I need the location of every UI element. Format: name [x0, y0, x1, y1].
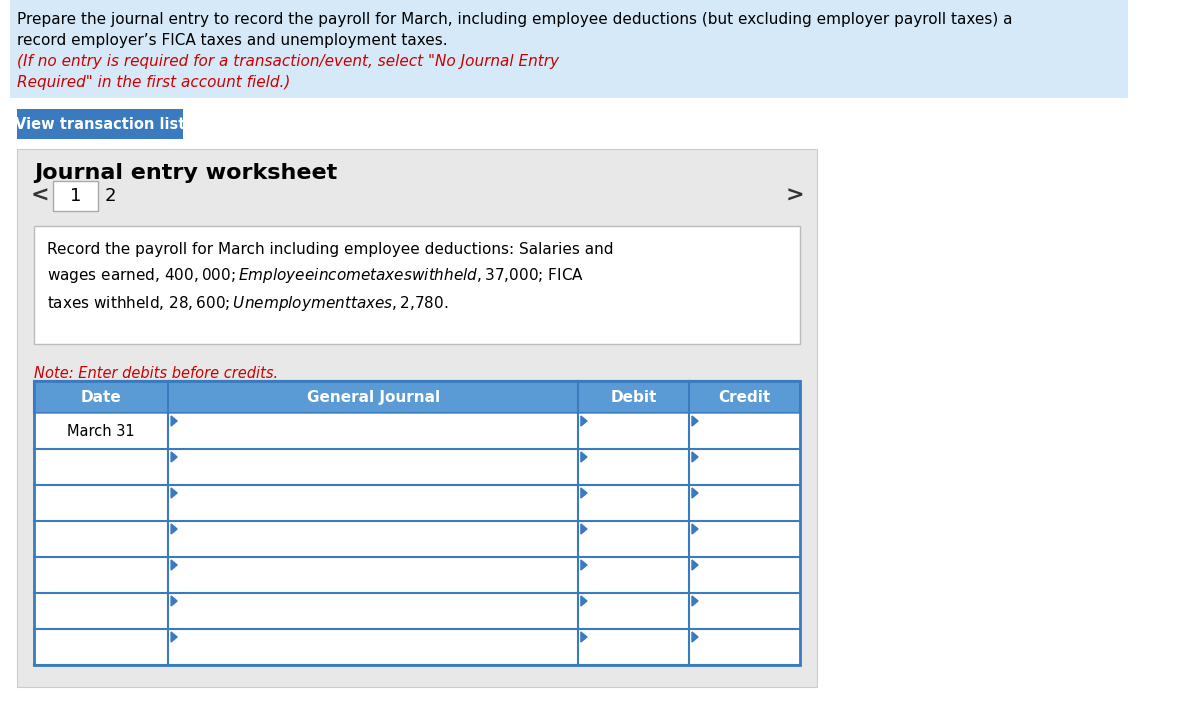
Polygon shape — [172, 560, 178, 570]
FancyBboxPatch shape — [35, 593, 800, 629]
Text: Prepare the journal entry to record the payroll for March, including employee de: Prepare the journal entry to record the … — [18, 12, 1013, 27]
Text: 1: 1 — [70, 187, 80, 205]
Polygon shape — [581, 488, 587, 498]
Polygon shape — [692, 560, 698, 570]
Polygon shape — [172, 488, 178, 498]
FancyBboxPatch shape — [18, 109, 184, 139]
FancyBboxPatch shape — [35, 226, 800, 344]
Polygon shape — [692, 524, 698, 534]
FancyBboxPatch shape — [35, 521, 800, 557]
Text: Note: Enter debits before credits.: Note: Enter debits before credits. — [35, 366, 278, 381]
Text: 2: 2 — [104, 187, 116, 205]
Text: March 31: March 31 — [67, 423, 136, 438]
FancyBboxPatch shape — [18, 149, 817, 687]
Polygon shape — [581, 632, 587, 642]
Polygon shape — [581, 452, 587, 462]
Polygon shape — [172, 632, 178, 642]
Polygon shape — [692, 488, 698, 498]
FancyBboxPatch shape — [35, 557, 800, 593]
Polygon shape — [692, 452, 698, 462]
Text: Date: Date — [80, 390, 121, 405]
Polygon shape — [581, 560, 587, 570]
Text: <: < — [30, 186, 49, 206]
Polygon shape — [581, 416, 587, 426]
Text: Journal entry worksheet: Journal entry worksheet — [35, 163, 337, 183]
Polygon shape — [581, 596, 587, 606]
Text: Required" in the first account field.): Required" in the first account field.) — [18, 75, 290, 90]
Polygon shape — [581, 524, 587, 534]
FancyBboxPatch shape — [35, 449, 800, 485]
Polygon shape — [172, 524, 178, 534]
Polygon shape — [172, 596, 178, 606]
Polygon shape — [692, 596, 698, 606]
FancyBboxPatch shape — [10, 0, 1128, 98]
Text: General Journal: General Journal — [307, 390, 439, 405]
Text: Debit: Debit — [611, 390, 656, 405]
FancyBboxPatch shape — [35, 485, 800, 521]
Polygon shape — [172, 452, 178, 462]
Polygon shape — [692, 632, 698, 642]
Polygon shape — [172, 416, 178, 426]
Text: View transaction list: View transaction list — [16, 117, 186, 132]
Text: Record the payroll for March including employee deductions: Salaries and
wages e: Record the payroll for March including e… — [47, 242, 613, 313]
FancyBboxPatch shape — [53, 181, 97, 211]
FancyBboxPatch shape — [35, 413, 800, 449]
FancyBboxPatch shape — [35, 381, 800, 413]
FancyBboxPatch shape — [35, 629, 800, 665]
Text: record employer’s FICA taxes and unemployment taxes.: record employer’s FICA taxes and unemplo… — [18, 33, 452, 48]
Text: >: > — [785, 186, 804, 206]
Text: Credit: Credit — [719, 390, 770, 405]
Text: (If no entry is required for a transaction/event, select "No Journal Entry: (If no entry is required for a transacti… — [18, 54, 559, 69]
Polygon shape — [692, 416, 698, 426]
